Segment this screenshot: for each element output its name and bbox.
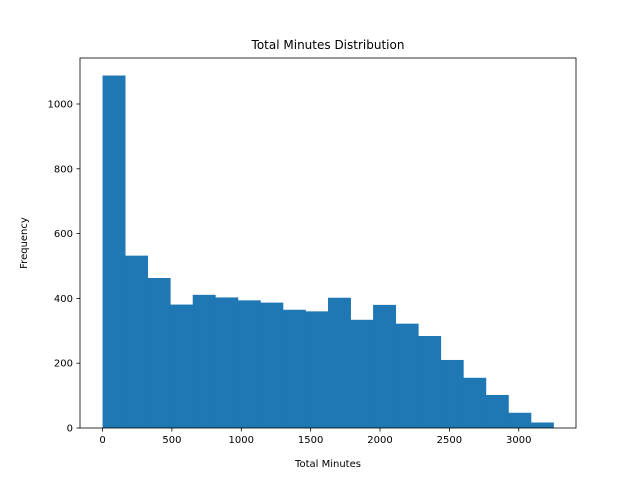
histogram-bar <box>395 323 419 428</box>
histogram-bar <box>418 335 442 428</box>
histogram-bar <box>125 255 149 428</box>
y-tick-label: 600 <box>54 229 73 240</box>
x-tick-label: 1500 <box>298 435 323 446</box>
x-tick-label: 2500 <box>437 435 462 446</box>
histogram-bar <box>328 297 351 428</box>
histogram-bar <box>440 359 464 428</box>
y-axis-ticks: 0 200 400 600 800 1000 <box>48 100 80 435</box>
histogram-bar <box>192 294 216 428</box>
histogram-bar <box>237 300 261 428</box>
y-tick-label: 1000 <box>48 100 73 111</box>
x-tick-label: 500 <box>162 435 181 446</box>
y-tick-label: 400 <box>54 294 73 305</box>
histogram-bars <box>102 75 554 428</box>
histogram-bar <box>508 412 532 428</box>
y-tick-label: 200 <box>54 359 73 370</box>
histogram-bar <box>530 422 554 428</box>
histogram-bar <box>463 377 487 428</box>
x-tick-label: 0 <box>99 435 105 446</box>
histogram-bar <box>170 304 194 428</box>
histogram-bar <box>373 304 397 428</box>
histogram-bar <box>350 319 374 428</box>
x-tick-label: 3000 <box>506 435 531 446</box>
x-axis-ticks: 0 500 1000 1500 2000 2500 3000 <box>99 428 531 446</box>
x-axis-label: Total Minutes <box>294 459 361 470</box>
x-tick-label: 2000 <box>367 435 392 446</box>
chart-title: Total Minutes Distribution <box>251 38 405 52</box>
x-tick-label: 1000 <box>229 435 254 446</box>
histogram-bar <box>260 302 284 428</box>
histogram-bar <box>305 311 329 428</box>
histogram-bar <box>147 277 171 428</box>
y-tick-label: 800 <box>54 164 73 175</box>
histogram-bar <box>102 75 126 428</box>
plot-area-frame <box>79 57 577 429</box>
y-tick-label: 0 <box>67 424 73 435</box>
y-axis-label: Frequency <box>19 217 30 269</box>
histogram-bar <box>282 309 306 428</box>
histogram-bar <box>485 394 509 428</box>
histogram-bar <box>215 297 239 428</box>
